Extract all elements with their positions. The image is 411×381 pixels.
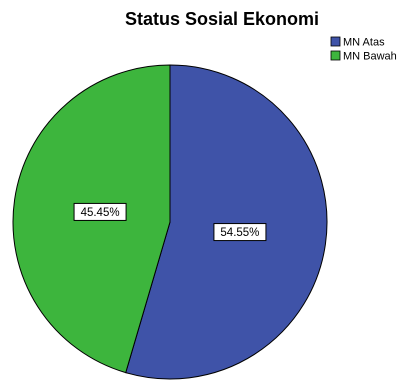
legend-swatch-mn-atas <box>330 36 341 47</box>
data-label-box-mn-atas <box>213 223 267 242</box>
data-label-text-mn-atas: 54.55% <box>220 227 259 239</box>
legend: MN Atas MN Bawah <box>330 36 397 63</box>
data-label-mn-bawah: 45.45% <box>73 202 127 221</box>
pie-slice-mn-atas <box>125 64 328 380</box>
pie-slices <box>12 64 328 380</box>
chart-title: Status Sosial Ekonomi <box>125 9 319 29</box>
data-label-mn-atas: 54.55% <box>213 223 267 242</box>
pie-data-labels: 54.55% 45.45% <box>73 202 267 242</box>
legend-swatch-mn-bawah <box>330 50 341 61</box>
legend-label-mn-atas: MN Atas <box>343 37 385 49</box>
data-label-box-mn-bawah <box>73 202 127 221</box>
legend-label-mn-bawah: MN Bawah <box>343 51 397 63</box>
data-label-text-mn-bawah: 45.45% <box>81 207 120 219</box>
